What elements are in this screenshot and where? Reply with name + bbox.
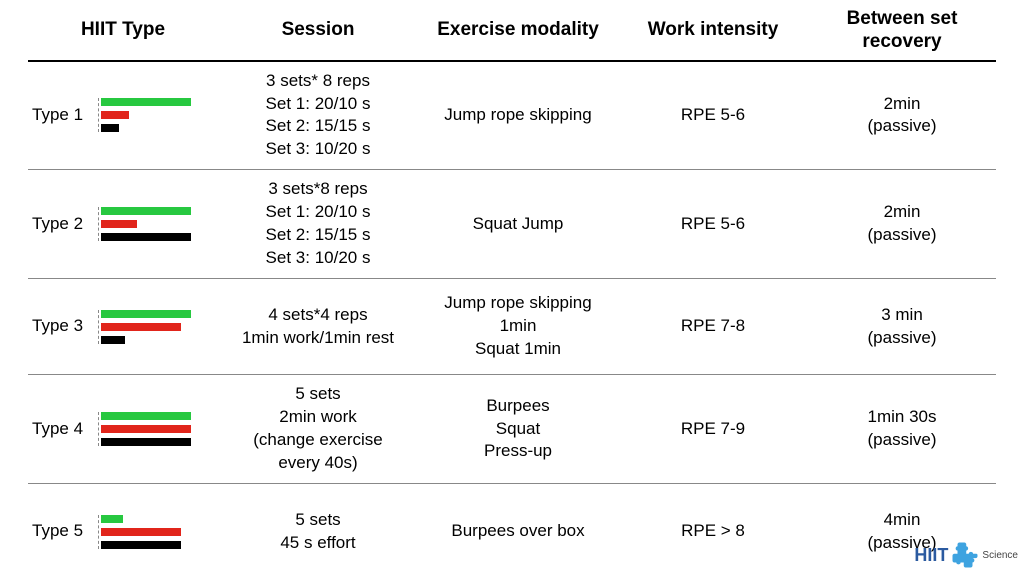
bar [101, 336, 125, 344]
table-body: Type 1 3 sets* 8 reps Set 1: 20/10 s Set … [28, 62, 996, 580]
bar [101, 323, 181, 331]
cell-type: Type 5 [28, 515, 218, 549]
cell-intensity: RPE 5-6 [618, 213, 808, 236]
cell-session: 3 sets* 8 reps Set 1: 20/10 s Set 2: 15/… [218, 70, 418, 162]
cell-session: 5 sets 45 s effort [218, 509, 418, 555]
header-intensity: Work intensity [618, 19, 808, 42]
intensity-bar-chart [98, 207, 191, 241]
cell-type: Type 3 [28, 310, 218, 344]
cell-type: Type 4 [28, 412, 218, 446]
bar [101, 124, 119, 132]
logo-puzzle-icon [950, 540, 980, 570]
cell-modality: Burpees over box [418, 520, 618, 543]
type-label: Type 5 [32, 520, 88, 543]
table-row: Type 3 4 sets*4 reps 1min work/1min restJ… [28, 279, 996, 375]
cell-session: 3 sets*8 reps Set 1: 20/10 s Set 2: 15/1… [218, 178, 418, 270]
logo-text-main: HIIT [914, 545, 948, 566]
type-label: Type 4 [32, 418, 88, 441]
cell-modality: Jump rope skipping 1min Squat 1min [418, 292, 618, 361]
bar [101, 541, 181, 549]
cell-modality: Burpees Squat Press-up [418, 395, 618, 464]
header-recovery: Between set recovery [808, 8, 996, 54]
cell-recovery: 2min (passive) [808, 93, 996, 139]
hiit-science-logo: HIIT Science [914, 540, 1018, 570]
bar [101, 310, 191, 318]
table-header-row: HIIT Type Session Exercise modality Work… [28, 8, 996, 62]
header-type: HIIT Type [28, 19, 218, 42]
bar [101, 111, 129, 119]
cell-intensity: RPE 7-8 [618, 315, 808, 338]
cell-recovery: 1min 30s (passive) [808, 406, 996, 452]
bar [101, 425, 191, 433]
intensity-bar-chart [98, 310, 191, 344]
cell-type: Type 2 [28, 207, 218, 241]
cell-recovery: 3 min (passive) [808, 304, 996, 350]
type-label: Type 1 [32, 104, 88, 127]
intensity-bar-chart [98, 515, 181, 549]
cell-recovery: 2min (passive) [808, 201, 996, 247]
bar [101, 528, 181, 536]
intensity-bar-chart [98, 98, 191, 132]
table-row: Type 4 5 sets 2min work (change exercise … [28, 375, 996, 484]
bar [101, 233, 191, 241]
type-label: Type 3 [32, 315, 88, 338]
bar [101, 98, 191, 106]
bar [101, 220, 137, 228]
logo-text-sub: Science [982, 550, 1018, 561]
intensity-bar-chart [98, 412, 191, 446]
cell-session: 5 sets 2min work (change exercise every … [218, 383, 418, 475]
cell-modality: Squat Jump [418, 213, 618, 236]
cell-modality: Jump rope skipping [418, 104, 618, 127]
header-session: Session [218, 19, 418, 42]
table-row: Type 1 3 sets* 8 reps Set 1: 20/10 s Set … [28, 62, 996, 171]
bar [101, 207, 191, 215]
hiit-table: HIIT Type Session Exercise modality Work… [0, 0, 1024, 580]
bar [101, 438, 191, 446]
cell-intensity: RPE 7-9 [618, 418, 808, 441]
table-row: Type 2 3 sets*8 reps Set 1: 20/10 s Set 2… [28, 170, 996, 279]
table-row: Type 5 5 sets 45 s effortBurpees over box… [28, 484, 996, 580]
header-modality: Exercise modality [418, 19, 618, 42]
bar [101, 515, 123, 523]
cell-intensity: RPE 5-6 [618, 104, 808, 127]
cell-session: 4 sets*4 reps 1min work/1min rest [218, 304, 418, 350]
cell-type: Type 1 [28, 98, 218, 132]
bar [101, 412, 191, 420]
cell-intensity: RPE > 8 [618, 520, 808, 543]
type-label: Type 2 [32, 213, 88, 236]
